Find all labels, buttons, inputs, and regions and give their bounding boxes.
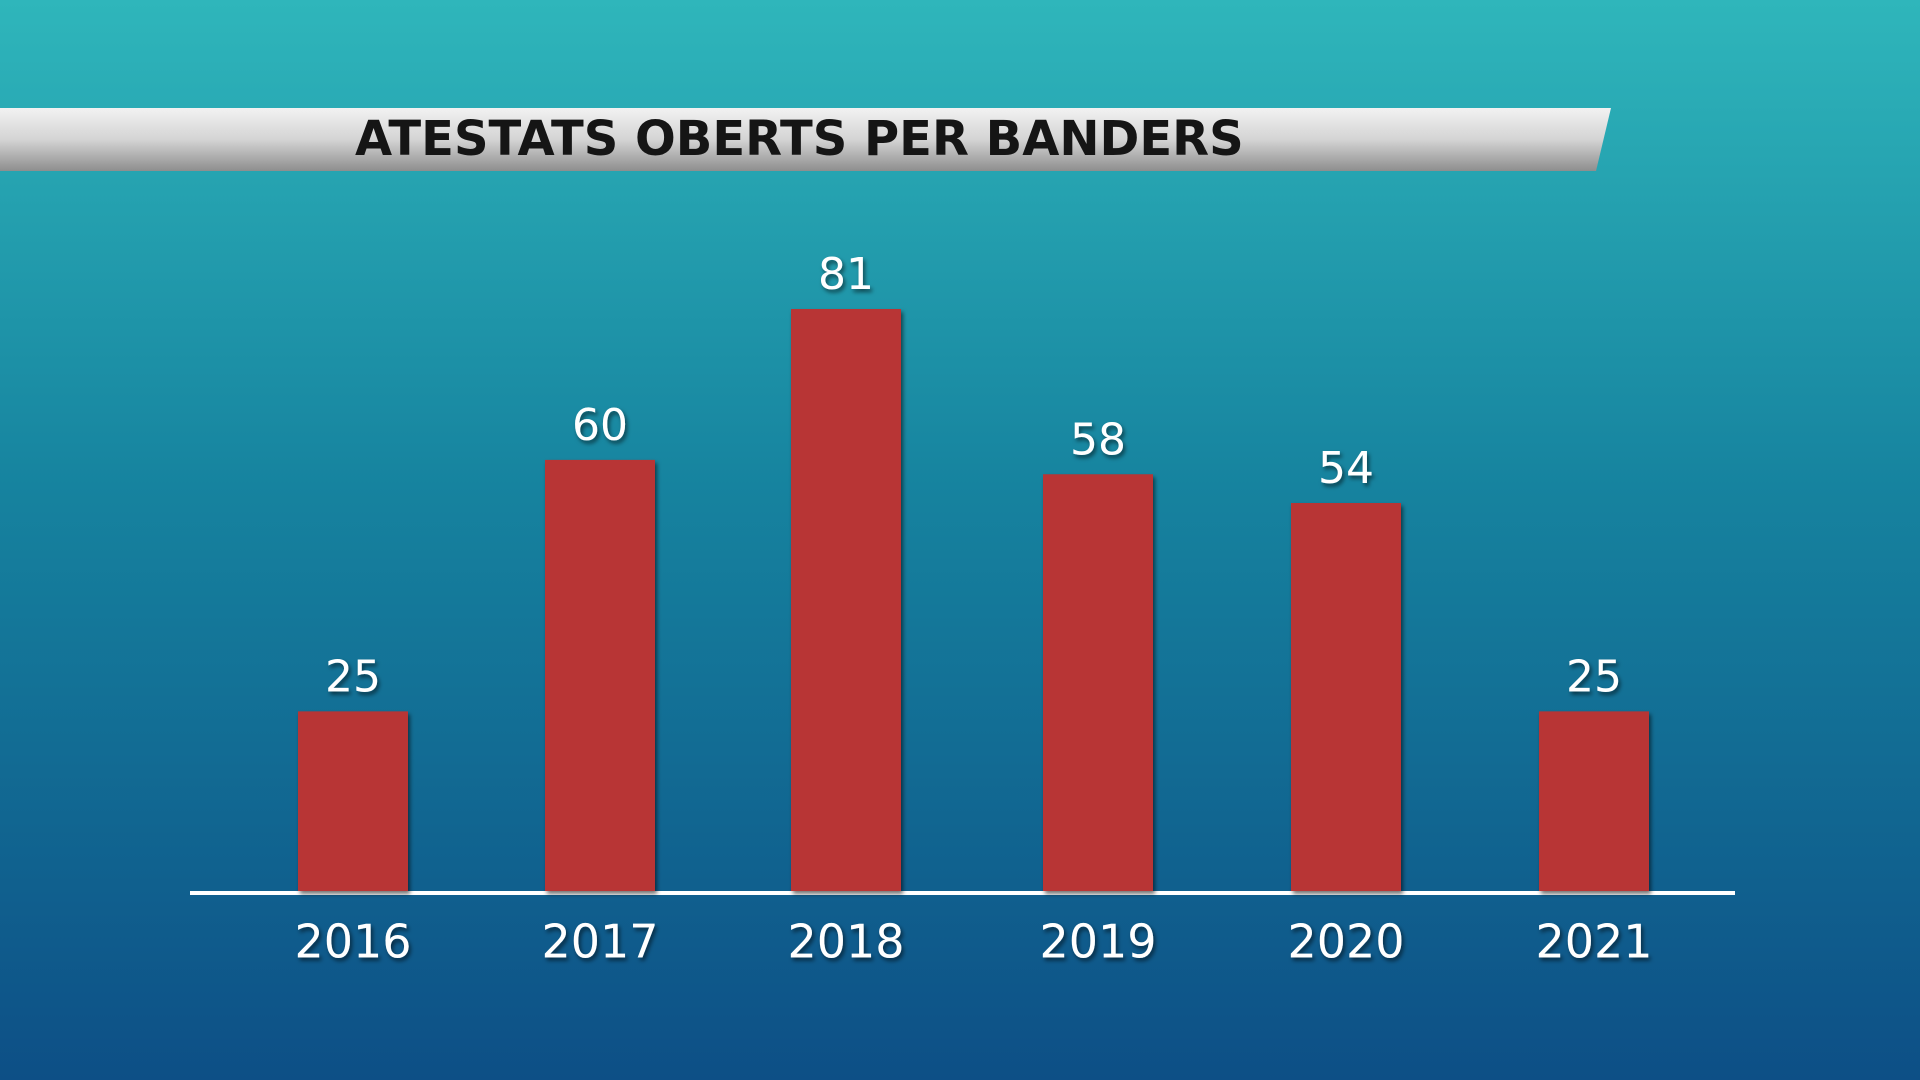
- x-tick-label: 2018: [787, 915, 904, 969]
- value-label: 25: [1566, 651, 1622, 702]
- x-tick-label: 2020: [1287, 915, 1404, 969]
- value-label: 25: [325, 651, 381, 702]
- bar: [791, 309, 901, 891]
- value-label: 60: [572, 400, 628, 451]
- value-label: 58: [1070, 414, 1126, 465]
- bar: [1539, 711, 1649, 891]
- value-label: 54: [1318, 443, 1374, 494]
- value-label: 81: [818, 249, 874, 300]
- bar: [298, 711, 408, 891]
- x-tick-label: 2021: [1535, 915, 1652, 969]
- x-tick-label: 2016: [294, 915, 411, 969]
- x-tick-label: 2017: [541, 915, 658, 969]
- chart-title: ATESTATS OBERTS PER BANDERS: [355, 111, 1244, 167]
- x-tick-label: 2019: [1039, 915, 1156, 969]
- bar: [1043, 474, 1153, 891]
- title-banner: [0, 108, 1611, 171]
- bar: [545, 459, 655, 891]
- bar: [1291, 503, 1401, 891]
